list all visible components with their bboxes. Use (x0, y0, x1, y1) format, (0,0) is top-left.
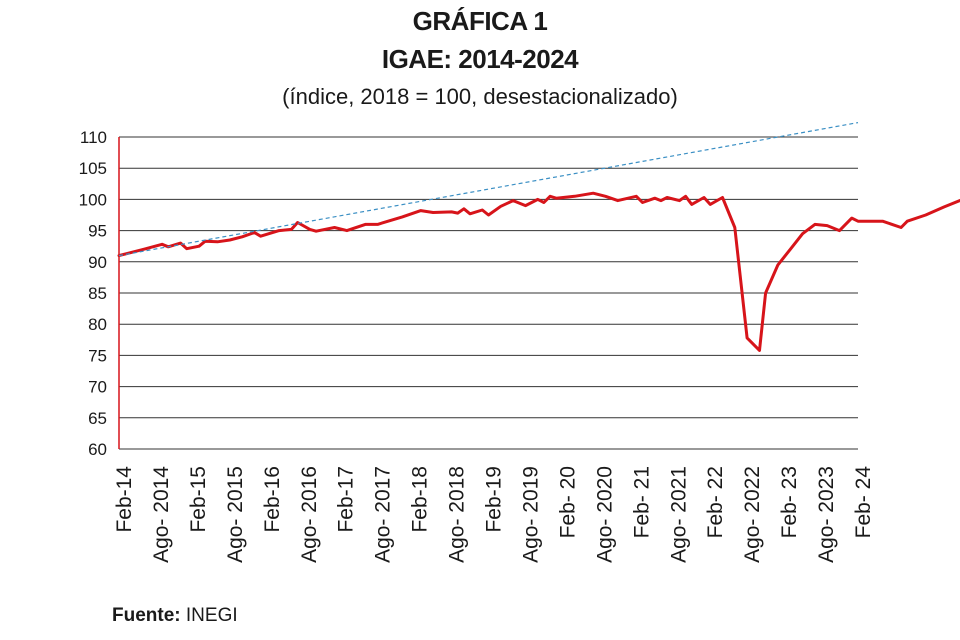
x-tick-label: Feb-17 (335, 466, 358, 533)
y-tick-label: 65 (88, 409, 107, 428)
y-tick-label: 95 (88, 222, 107, 241)
y-tick-label: 90 (88, 253, 107, 272)
y-tick-label: 75 (88, 346, 107, 365)
x-tick-label: Ago- 2018 (446, 466, 469, 563)
x-tick-label: Feb- 20 (556, 466, 579, 538)
x-tick-label: Feb-19 (483, 466, 506, 533)
y-tick-label: 100 (79, 190, 107, 209)
igae-series-line (117, 191, 960, 352)
x-tick-label: Feb-18 (409, 466, 432, 533)
x-tick-label: Feb-16 (261, 466, 284, 533)
chart-subtitle: (índice, 2018 = 100, desestacionalizado) (282, 84, 678, 109)
x-tick-label: Ago- 2021 (667, 466, 690, 563)
y-tick-label: 70 (88, 378, 107, 397)
trend-line (118, 122, 859, 257)
x-tick-label: Feb- 22 (704, 466, 727, 538)
x-tick-label: Feb- 24 (852, 466, 875, 539)
y-tick-label: 80 (88, 315, 107, 334)
x-tick-label: Ago- 2016 (298, 466, 321, 563)
y-tick-label: 60 (88, 440, 107, 459)
x-tick-label: Ago- 2019 (519, 466, 542, 563)
x-tick-label: Feb- 21 (630, 466, 653, 538)
source-label: Fuente: (112, 605, 181, 626)
x-tick-label: Feb- 23 (778, 466, 801, 538)
source-note: Fuente: INEGI (112, 605, 238, 627)
y-tick-label: 105 (79, 159, 107, 178)
x-tick-label: Ago- 2017 (372, 466, 395, 563)
x-tick-label: Ago- 2023 (815, 466, 838, 563)
x-tick-label: Ago- 2015 (224, 466, 247, 563)
x-tick-label: Feb-15 (187, 466, 210, 533)
x-tick-label: Ago- 2020 (593, 466, 616, 563)
y-tick-label: 110 (80, 128, 107, 147)
y-tick-label: 85 (88, 284, 107, 303)
x-tick-label: Ago- 2022 (741, 466, 764, 563)
chart-title-line1: GRÁFICA 1 (412, 6, 548, 36)
chart-title-line2: IGAE: 2014-2024 (381, 44, 579, 74)
source-value: INEGI (185, 605, 238, 626)
x-tick-label: Feb-14 (113, 466, 136, 533)
x-tick-label: Ago- 2014 (150, 466, 173, 563)
